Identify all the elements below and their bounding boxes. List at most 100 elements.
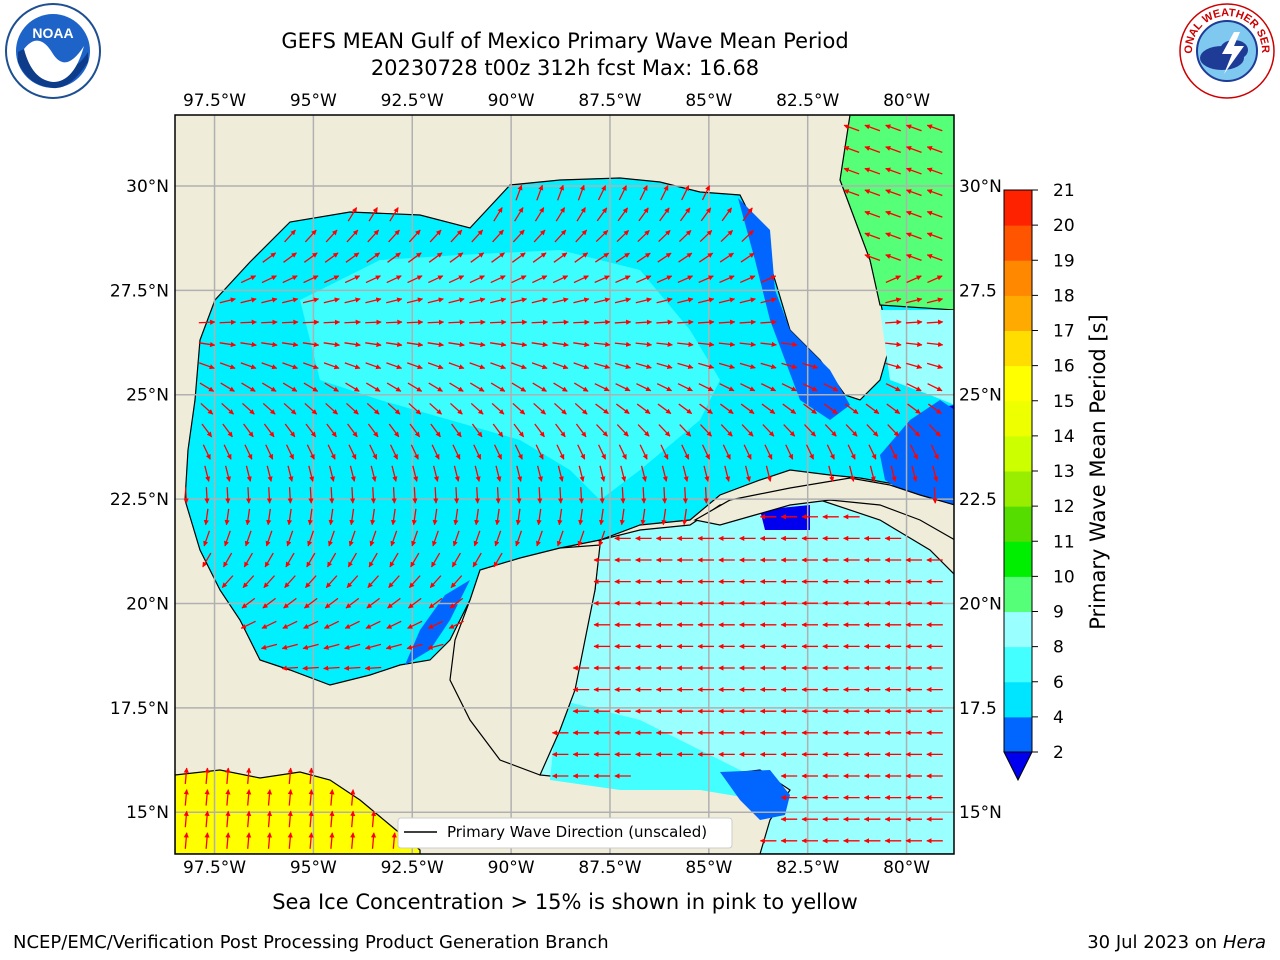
wave-arrow [262, 597, 276, 609]
wave-arrow [245, 465, 252, 482]
wave-arrow [308, 465, 315, 482]
wave-arrow [864, 124, 881, 132]
wave-arrow [369, 530, 377, 547]
wave-arrow [700, 424, 712, 437]
lat-tick-label-left: 17.5°N [110, 699, 169, 719]
wave-arrow [427, 341, 445, 348]
wave-arrow [661, 487, 668, 504]
wave-arrow [513, 423, 525, 438]
wave-arrow [407, 362, 423, 370]
wave-arrow [804, 424, 816, 437]
wave-arrow [593, 319, 611, 325]
wave-arrow [677, 341, 694, 347]
wave-arrow [453, 465, 460, 482]
wave-arrow [614, 297, 632, 304]
wave-arrow [365, 620, 381, 629]
wave-arrow [346, 402, 359, 415]
wave-arrow [885, 210, 901, 218]
wave-arrow [346, 575, 359, 589]
wave-arrow [203, 508, 209, 526]
wave-arrow [640, 465, 647, 482]
wave-arrow [493, 207, 503, 222]
wave-arrow [619, 508, 625, 526]
wave-arrow [410, 552, 420, 568]
caption-text: Sea Ice Concentration > 15% is shown in … [272, 890, 858, 914]
wave-arrow [323, 297, 340, 304]
wave-arrow [370, 508, 376, 526]
wave-arrow [473, 444, 482, 460]
wave-arrow [661, 465, 668, 482]
wave-arrow [198, 341, 216, 348]
wave-arrow [677, 362, 694, 370]
wave-arrow [450, 402, 463, 415]
wave-arrow [453, 508, 459, 526]
wave-arrow [781, 362, 798, 370]
wave-arrow [387, 402, 401, 415]
wave-arrow [677, 297, 694, 304]
wave-arrow [323, 665, 340, 671]
colorbar-tick-label: 6 [1053, 673, 1064, 693]
wave-arrow [578, 487, 584, 504]
wave-arrow [740, 383, 756, 392]
wave-arrow [760, 275, 777, 284]
wave-arrow [469, 297, 486, 304]
wave-arrow [307, 508, 313, 526]
wave-arrow [244, 444, 253, 460]
wave-arrow [698, 362, 715, 370]
wave-arrow [287, 465, 294, 482]
wave-arrow [844, 403, 859, 415]
wave-arrow [930, 444, 939, 460]
wave-arrow [408, 575, 421, 589]
wave-arrow [885, 167, 901, 175]
wave-arrow [885, 319, 902, 325]
wave-arrow [365, 341, 382, 348]
wave-arrow [656, 341, 673, 347]
caribbean-shelf [550, 700, 760, 800]
wave-arrow [554, 229, 567, 243]
wave-arrow [864, 232, 881, 240]
colorbar-tick-label: 19 [1053, 251, 1075, 271]
wave-arrow [764, 444, 773, 460]
wave-arrow [240, 620, 256, 629]
wave-arrow [432, 508, 438, 526]
wave-arrow [265, 530, 273, 547]
wave-arrow [802, 362, 819, 370]
wave-arrow [532, 275, 548, 284]
atlantic-lower [880, 310, 954, 405]
wave-arrow [225, 767, 231, 785]
wave-arrow [598, 508, 605, 526]
colorbar-tick-label: 16 [1053, 357, 1075, 377]
lon-tick-label: 97.5°W [183, 91, 246, 111]
wave-arrow [616, 424, 629, 437]
wave-arrow [682, 487, 688, 504]
wave-arrow [703, 465, 710, 482]
wave-arrow [388, 229, 400, 243]
wave-arrow [926, 210, 943, 218]
wave-arrow [386, 297, 403, 304]
wave-arrow [427, 643, 444, 650]
wave-arrow [927, 383, 943, 392]
wave-arrow [202, 552, 212, 568]
wave-arrow [246, 810, 252, 828]
wave-arrow [470, 402, 484, 415]
wave-arrow [555, 207, 566, 222]
wave-arrow [828, 465, 835, 482]
wave-arrow [594, 275, 610, 284]
wave-arrow [307, 530, 315, 547]
wave-arrow [932, 487, 938, 504]
wave-arrow [636, 252, 651, 263]
wave-arrow [491, 252, 505, 263]
wave-arrow [221, 575, 234, 589]
wave-arrow [495, 487, 501, 504]
wave-arrow [599, 487, 605, 504]
wave-arrow [577, 530, 585, 547]
lat-tick-label-right: 15°N [959, 803, 1002, 823]
wave-arrow [552, 362, 569, 370]
wave-arrow [556, 530, 564, 547]
colorbar: 2 4 6 8 9 10 11 12 13 14 15 16 17 18 19 20 21 [1003, 181, 1075, 782]
wave-arrow [325, 575, 338, 589]
wave-arrow [243, 423, 254, 438]
wave-arrow [637, 424, 650, 437]
wave-arrow [866, 424, 879, 437]
wave-arrow [618, 185, 627, 201]
